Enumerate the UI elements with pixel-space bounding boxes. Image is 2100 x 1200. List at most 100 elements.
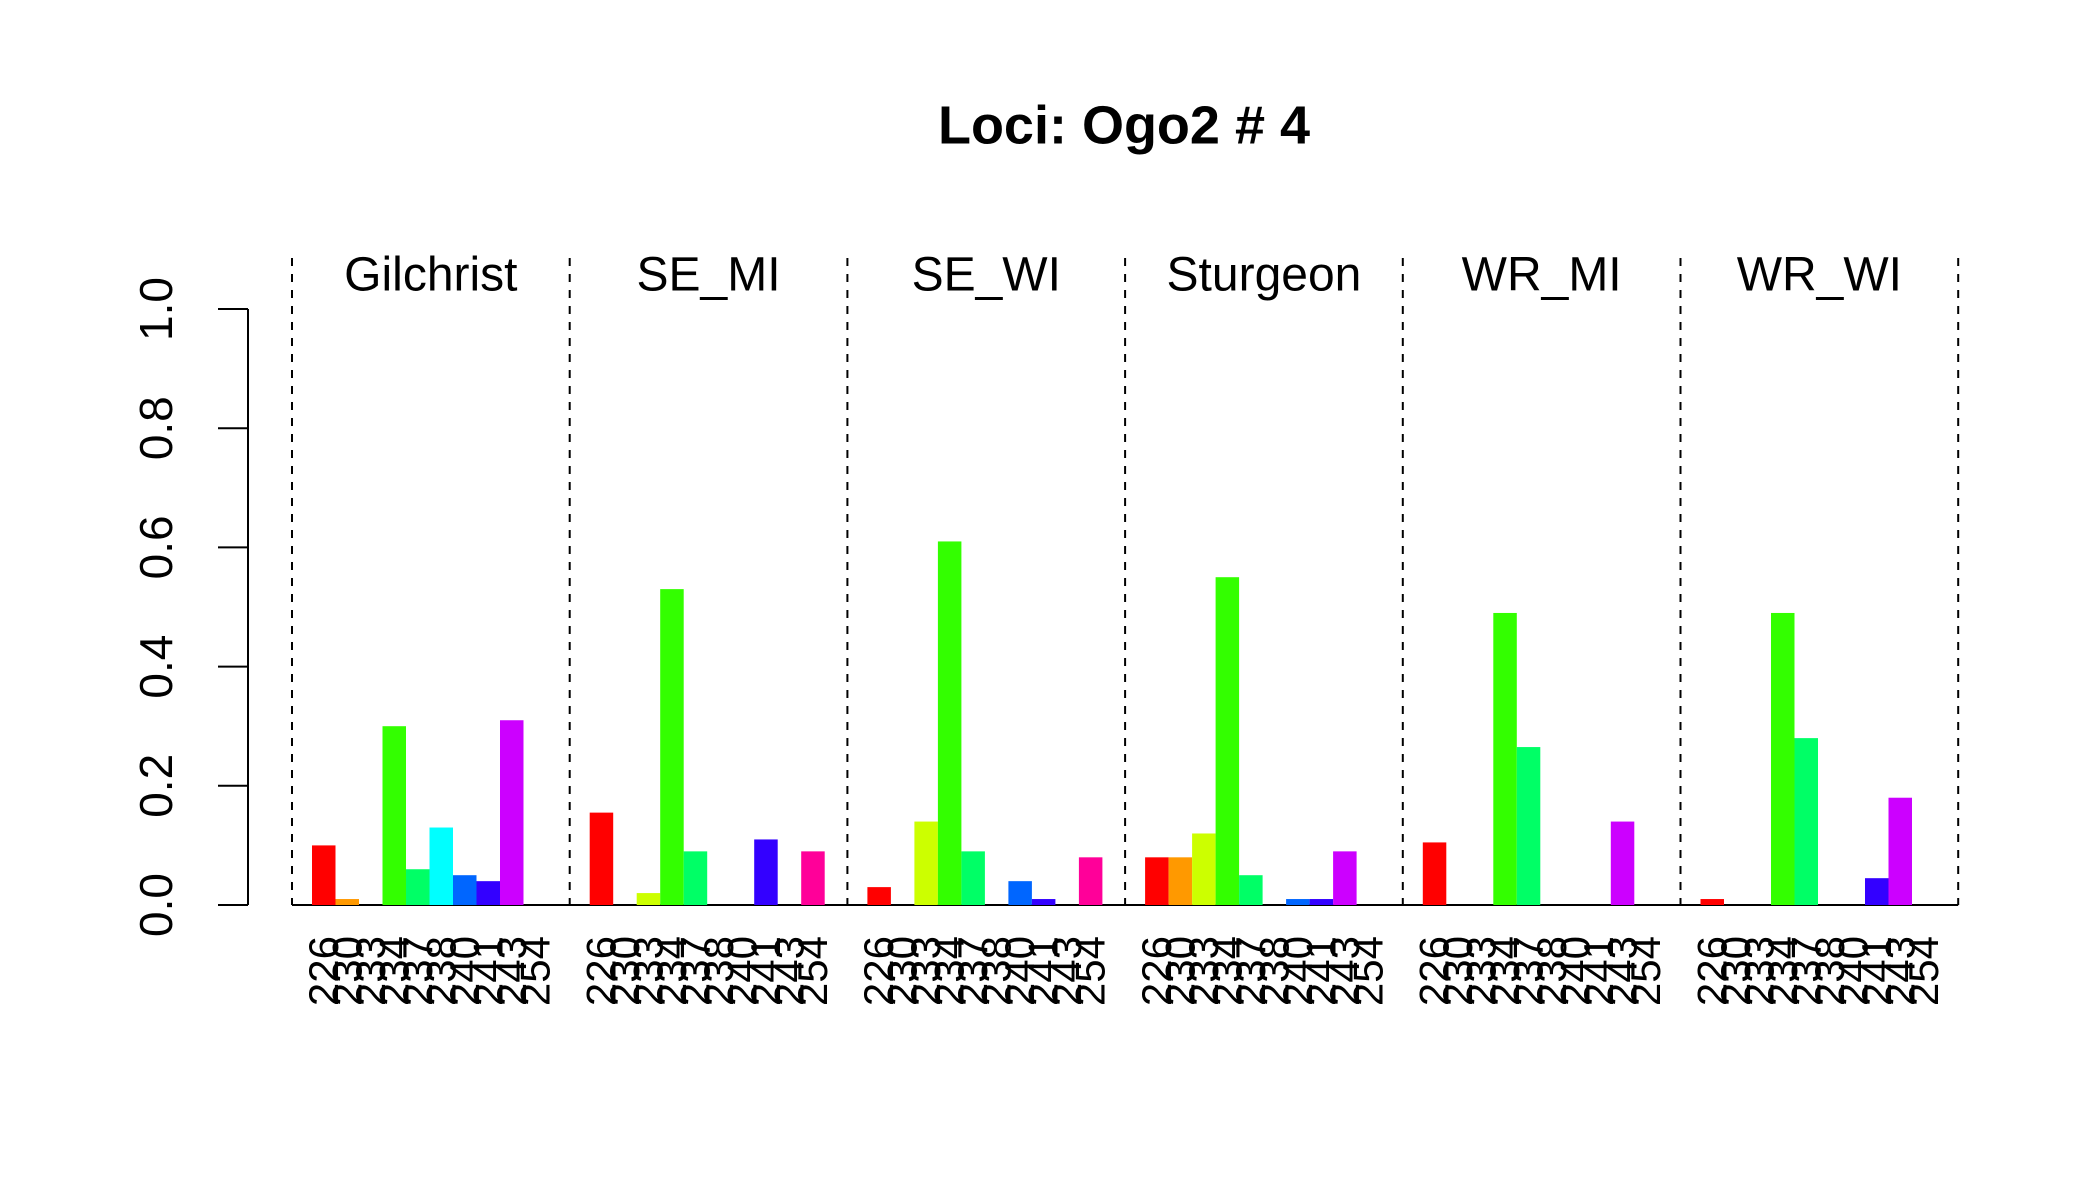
bar: [754, 839, 778, 905]
x-tick-label: 238: [1250, 936, 1297, 1006]
bar: [1078, 857, 1103, 905]
bar: [683, 851, 708, 905]
bar: [1145, 857, 1169, 905]
x-tick-label: 226: [300, 936, 347, 1006]
x-tick-label: 254: [1900, 936, 1947, 1006]
panel-label: Sturgeon: [1167, 249, 1362, 302]
bar: [476, 881, 500, 905]
y-tick-label: 1.0: [130, 277, 182, 341]
x-tick-label: 254: [1622, 936, 1669, 1006]
bar: [1794, 738, 1818, 905]
bar: [453, 875, 477, 905]
x-tick-label: 233: [624, 936, 671, 1006]
x-tick-label: 238: [1528, 936, 1575, 1006]
x-tick-label: 241: [1020, 936, 1067, 1006]
y-tick-label: 0.0: [130, 873, 182, 937]
x-tick-label: 240: [1552, 936, 1599, 1006]
x-tick-label: 234: [1481, 936, 1528, 1006]
panel-label: SE_MI: [637, 249, 781, 302]
bar: [1865, 878, 1889, 905]
x-tick-label: 243: [1321, 936, 1368, 1006]
x-tick-label: 230: [601, 936, 648, 1006]
x-tick-label: 254: [1344, 936, 1391, 1006]
bar: [1422, 842, 1447, 905]
bar: [867, 887, 891, 905]
x-tick-label: 241: [742, 936, 789, 1006]
bar: [937, 541, 962, 905]
bar: [914, 821, 938, 905]
bar: [500, 720, 524, 905]
bar: [406, 869, 430, 905]
x-tick-label: 226: [1411, 936, 1458, 1006]
x-tick-label: 230: [1434, 936, 1481, 1006]
x-tick-label: 230: [1156, 936, 1203, 1006]
bar: [1168, 857, 1193, 905]
bar: [335, 899, 359, 905]
x-tick-label: 238: [1806, 936, 1853, 1006]
x-tick-label: 237: [394, 936, 441, 1006]
panel-label: WR_MI: [1462, 249, 1622, 302]
x-tick-label: 233: [1180, 936, 1227, 1006]
bar: [312, 845, 336, 905]
x-tick-label: 254: [511, 936, 558, 1006]
bar: [1888, 797, 1912, 905]
x-tick-label: 234: [1203, 936, 1250, 1006]
x-tick-label: 254: [789, 936, 836, 1006]
x-tick-label: 230: [879, 936, 926, 1006]
x-tick-label: 233: [1735, 936, 1782, 1006]
panel-label: Gilchrist: [344, 249, 517, 302]
bar: [801, 851, 825, 905]
bar: [660, 589, 684, 905]
x-tick-label: 243: [1043, 936, 1090, 1006]
bar: [429, 827, 453, 905]
x-tick-label: 243: [1876, 936, 1923, 1006]
chart-title: Loci: Ogo2 # 4: [938, 95, 1310, 155]
x-tick-label: 240: [996, 936, 1043, 1006]
x-tick-label: 238: [417, 936, 464, 1006]
x-tick-label: 240: [718, 936, 765, 1006]
x-tick-label: 234: [370, 936, 417, 1006]
panel-label: SE_WI: [912, 249, 1061, 302]
x-tick-label: 243: [488, 936, 535, 1006]
bar: [1008, 881, 1032, 905]
x-tick-label: 234: [1759, 936, 1806, 1006]
x-tick-label: 254: [1067, 936, 1114, 1006]
bar: [636, 893, 661, 905]
x-tick-label: 240: [1274, 936, 1321, 1006]
x-tick-label: 230: [323, 936, 370, 1006]
y-tick-label: 0.8: [130, 396, 182, 460]
bar: [1516, 747, 1541, 905]
bar: [1031, 899, 1056, 905]
x-tick-label: 226: [1688, 936, 1735, 1006]
x-tick-label: 243: [765, 936, 812, 1006]
bar: [1610, 821, 1635, 905]
x-tick-label: 233: [347, 936, 394, 1006]
panel-label: WR_WI: [1737, 249, 1902, 302]
bar: [1215, 577, 1240, 905]
y-tick-label: 0.6: [130, 515, 182, 579]
y-tick-label: 0.4: [130, 635, 182, 699]
x-tick-label: 243: [1599, 936, 1646, 1006]
x-tick-label: 233: [902, 936, 949, 1006]
bar: [589, 812, 614, 905]
x-tick-label: 241: [1575, 936, 1622, 1006]
x-tick-label: 226: [577, 936, 624, 1006]
x-tick-label: 240: [1829, 936, 1876, 1006]
x-tick-label: 241: [1297, 936, 1344, 1006]
bar: [1333, 851, 1357, 905]
x-tick-label: 226: [855, 936, 902, 1006]
bar: [382, 726, 406, 905]
x-tick-label: 237: [949, 936, 996, 1006]
x-tick-label: 238: [695, 936, 742, 1006]
x-tick-label: 234: [926, 936, 973, 1006]
x-tick-label: 241: [1853, 936, 1900, 1006]
bar: [1239, 875, 1263, 905]
bar: [961, 851, 985, 905]
x-tick-label: 237: [671, 936, 718, 1006]
x-tick-label: 233: [1458, 936, 1505, 1006]
bar: [1700, 899, 1724, 905]
bar: [1493, 612, 1517, 905]
bar: [1771, 612, 1795, 905]
bar: [1309, 899, 1334, 905]
